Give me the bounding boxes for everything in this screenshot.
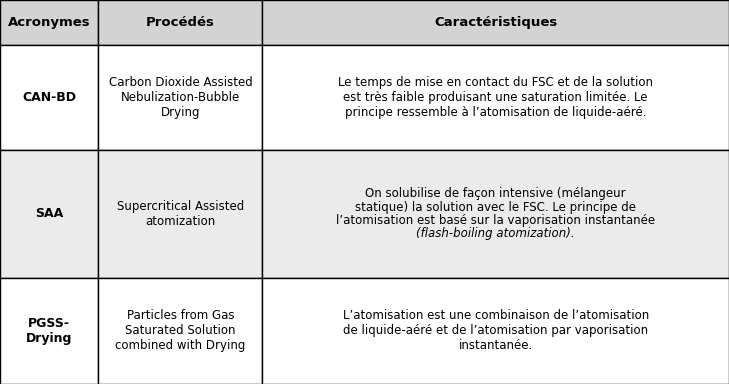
Bar	[98, 45, 262, 150]
Text: CAN-BD: CAN-BD	[22, 91, 77, 104]
Text: On solubilise de façon intensive (mélangeur: On solubilise de façon intensive (mélang…	[365, 187, 626, 200]
Text: statique) la solution avec le FSC. Le principe de: statique) la solution avec le FSC. Le pr…	[355, 200, 636, 214]
Text: Le temps de mise en contact du FSC et de la solution
est très faible produisant : Le temps de mise en contact du FSC et de…	[338, 76, 653, 119]
Text: Procédés: Procédés	[146, 16, 215, 29]
Bar	[0, 45, 98, 150]
Text: PGSS-
Drying: PGSS- Drying	[26, 317, 72, 345]
Bar	[98, 278, 262, 384]
Bar	[0, 0, 98, 45]
Text: (flash-boiling atomization).: (flash-boiling atomization).	[416, 227, 575, 240]
Bar	[262, 278, 729, 384]
Text: Carbon Dioxide Assisted
Nebulization-Bubble
Drying: Carbon Dioxide Assisted Nebulization-Bub…	[109, 76, 252, 119]
Bar	[0, 278, 98, 384]
Text: Acronymes: Acronymes	[8, 16, 90, 29]
Bar	[262, 45, 729, 150]
Bar	[98, 150, 262, 278]
Bar	[262, 0, 729, 45]
Text: Supercritical Assisted
atomization: Supercritical Assisted atomization	[117, 200, 244, 228]
Bar	[262, 150, 729, 278]
Bar	[98, 0, 262, 45]
Bar	[0, 150, 98, 278]
Text: L’atomisation est une combinaison de l’atomisation
de liquide-aéré et de l’atomi: L’atomisation est une combinaison de l’a…	[343, 310, 649, 352]
Text: l’atomisation est basé sur la vaporisation instantanée: l’atomisation est basé sur la vaporisati…	[336, 214, 655, 227]
Text: SAA: SAA	[35, 207, 63, 220]
Text: Particles from Gas
Saturated Solution
combined with Drying: Particles from Gas Saturated Solution co…	[115, 310, 246, 352]
Text: Caractéristiques: Caractéristiques	[434, 16, 558, 29]
